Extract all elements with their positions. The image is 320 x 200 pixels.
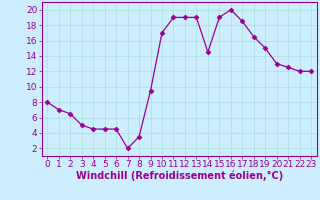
X-axis label: Windchill (Refroidissement éolien,°C): Windchill (Refroidissement éolien,°C) <box>76 171 283 181</box>
